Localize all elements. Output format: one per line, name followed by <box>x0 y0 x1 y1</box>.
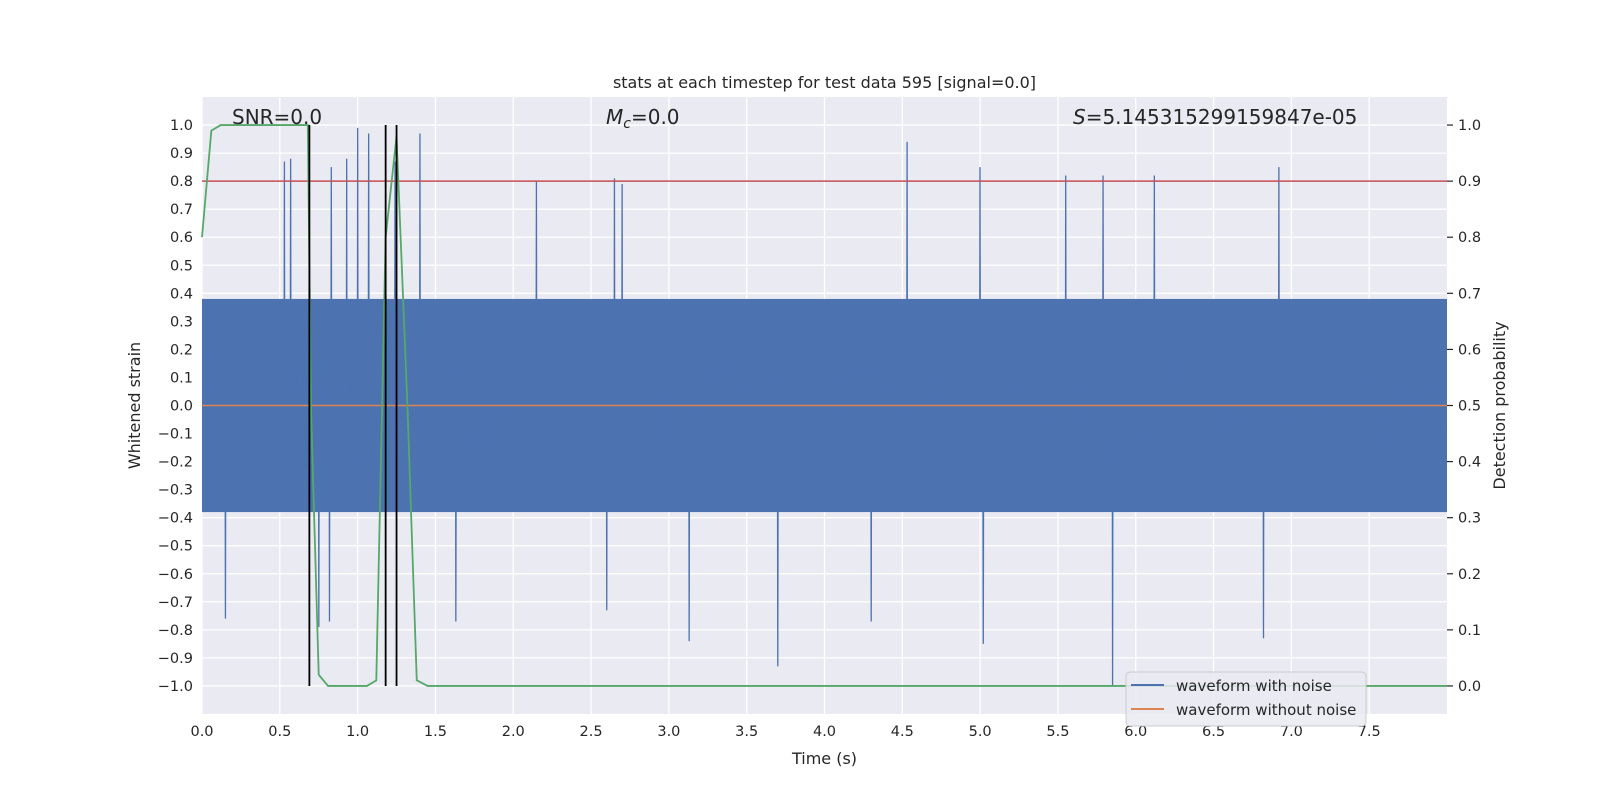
y-left-tick-label: −0.6 <box>158 567 193 583</box>
x-tick-label: 3.5 <box>735 724 758 740</box>
legend-label-waveform-with-noise: waveform with noise <box>1176 677 1332 695</box>
y-left-tick-label: 0.9 <box>170 146 193 162</box>
y-right-tick-label: 0.6 <box>1458 342 1481 358</box>
y-left-tick-label: 0.2 <box>170 342 193 358</box>
y-right-tick-label: 0.0 <box>1458 679 1481 695</box>
vertical-markers <box>308 125 398 686</box>
y-left-tick-label: 0.1 <box>170 370 193 386</box>
s-value: =5.145315299159847e-05 <box>1086 105 1358 129</box>
chart-title: stats at each timestep for test data 595… <box>613 73 1036 92</box>
x-tick-label: 3.0 <box>657 724 680 740</box>
x-tick-label: 1.0 <box>346 724 369 740</box>
y-right-tick-label: 0.8 <box>1458 230 1481 246</box>
y-left-tick-label: −0.4 <box>158 511 193 527</box>
y-right-tick-label: 0.9 <box>1458 174 1481 190</box>
x-tick-label: 5.0 <box>969 724 992 740</box>
mc-symbol: M <box>606 105 623 129</box>
x-axis-label: Time (s) <box>791 749 857 768</box>
y-right-tick-label: 0.4 <box>1458 455 1481 471</box>
y-right-tick-label: 0.1 <box>1458 623 1481 639</box>
annotation-chirp-mass: Mc=0.0 <box>606 105 680 132</box>
y-left-tick-label: 0.7 <box>170 202 193 218</box>
x-tick-label: 4.5 <box>891 724 914 740</box>
annotation-s: S=5.145315299159847e-05 <box>1073 105 1357 129</box>
y-left-tick-label: 0.8 <box>170 174 193 190</box>
x-tick-label: 6.5 <box>1202 724 1225 740</box>
x-tick-label: 2.0 <box>502 724 525 740</box>
legend-box <box>1125 671 1367 727</box>
y-left-tick-label: 0.0 <box>170 399 193 415</box>
x-tick-label: 7.0 <box>1280 724 1303 740</box>
y-left-tick-label: −0.1 <box>158 427 193 443</box>
x-tick-label: 7.5 <box>1358 724 1381 740</box>
y-left-tick-label: −0.7 <box>158 595 193 611</box>
x-tick-label: 0.0 <box>190 724 213 740</box>
y-left-tick-label: −0.3 <box>158 483 193 499</box>
x-tick-label: 0.5 <box>268 724 291 740</box>
s-symbol: S <box>1073 105 1086 129</box>
x-tick-label: 6.0 <box>1124 724 1147 740</box>
y-right-axis-ticks: 1.0 0.9 0.8 0.7 0.6 0.5 0.4 0.3 0.2 0.1 0.0 <box>1447 118 1481 695</box>
y-left-tick-label: −0.5 <box>158 539 193 555</box>
mc-subscript: c <box>623 116 631 132</box>
x-tick-label: 1.5 <box>424 724 447 740</box>
mc-value: =0.0 <box>631 105 680 129</box>
x-tick-label: 5.5 <box>1046 724 1069 740</box>
y-right-axis-label: Detection probability <box>1490 321 1509 489</box>
annotation-snr: SNR=0.0 <box>232 105 322 129</box>
y-left-tick-label: 0.3 <box>170 314 193 330</box>
x-tick-label: 2.5 <box>580 724 603 740</box>
y-left-tick-label: 1.0 <box>170 118 193 134</box>
series-detection-probability <box>201 124 1447 687</box>
y-left-tick-label: −0.2 <box>158 455 193 471</box>
y-left-tick-label: −1.0 <box>158 679 193 695</box>
y-left-tick-label: 0.4 <box>170 286 193 302</box>
x-tick-label: 4.0 <box>813 724 836 740</box>
y-left-axis-ticks: 1.0 0.9 0.8 0.7 0.6 0.5 0.4 0.3 0.2 0.1 0.0 −0.1 −0.… <box>158 118 193 695</box>
y-right-tick-label: 0.5 <box>1458 399 1481 415</box>
y-left-tick-label: −0.9 <box>158 651 193 667</box>
y-right-tick-label: 1.0 <box>1458 118 1481 134</box>
y-right-tick-label: 0.3 <box>1458 511 1481 527</box>
y-right-tick-label: 0.2 <box>1458 567 1481 583</box>
y-left-tick-label: 0.5 <box>170 258 193 274</box>
y-left-axis-label: Whitened strain <box>125 342 144 469</box>
legend: waveform with noise waveform without noi… <box>1125 671 1367 727</box>
y-right-tick-label: 0.7 <box>1458 286 1481 302</box>
x-axis-ticks: 0.0 0.5 1.0 1.5 2.0 2.5 3.0 3.5 4.0 4.5 5.0 5.5 6.0 6… <box>190 724 1380 740</box>
y-left-tick-label: −0.8 <box>158 623 193 639</box>
y-left-tick-label: 0.6 <box>170 230 193 246</box>
legend-label-waveform-without-noise: waveform without noise <box>1176 701 1356 719</box>
noise-trace <box>202 127 1447 686</box>
